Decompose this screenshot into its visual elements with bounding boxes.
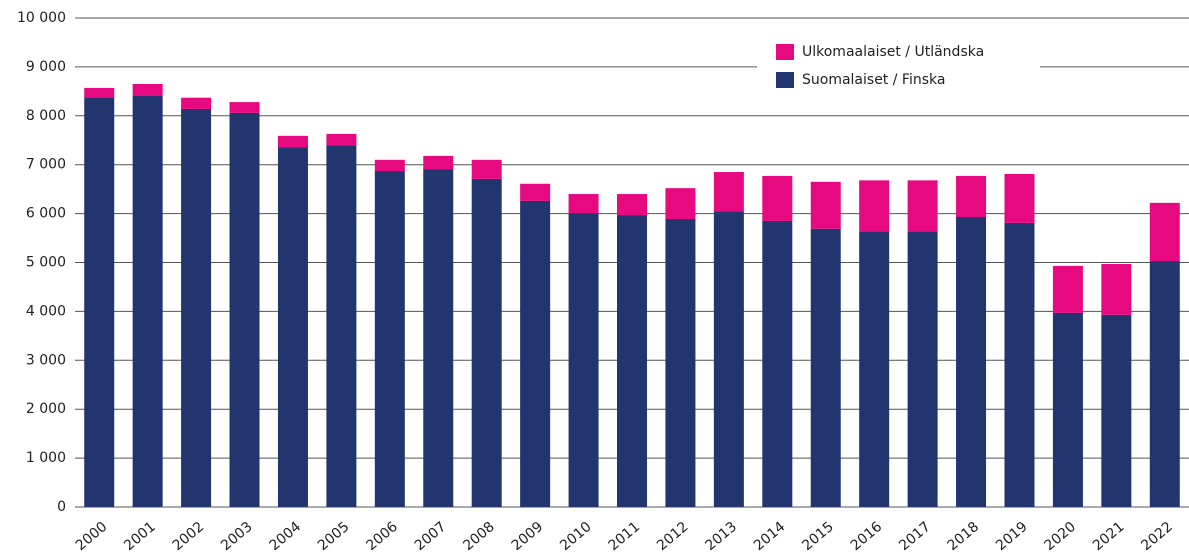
x-tick-label: 2018 <box>945 519 983 554</box>
bar-segment <box>859 180 890 232</box>
bar-segment <box>617 194 647 216</box>
x-tick-label: 2000 <box>73 519 111 554</box>
x-tick-label: 2010 <box>557 519 595 554</box>
bar-segment <box>423 169 454 507</box>
bar-segment <box>277 135 308 148</box>
bar-segment <box>713 211 744 507</box>
bar-segment <box>374 171 405 507</box>
x-tick-label: 2020 <box>1041 519 1079 554</box>
bar-segment <box>423 155 454 170</box>
y-tick-label: 3 000 <box>26 352 66 368</box>
bar-segment <box>568 194 599 214</box>
bar-segment <box>471 178 502 508</box>
y-tick-label: 1 000 <box>26 450 66 466</box>
bar-segment <box>132 95 163 508</box>
bar-segment <box>810 228 841 507</box>
bar-segment <box>907 231 938 508</box>
bar-segment <box>1101 263 1132 315</box>
bar-segment <box>520 183 551 201</box>
y-tick-label: 0 <box>57 499 66 515</box>
bar-segment <box>810 181 841 229</box>
x-tick-label: 2022 <box>1138 519 1176 554</box>
bar-segment <box>326 145 357 507</box>
bar-segment <box>374 159 405 172</box>
bar-segment <box>1149 202 1180 262</box>
y-tick-label: 2 000 <box>26 401 66 417</box>
x-tick-label: 2005 <box>315 519 353 554</box>
legend-background <box>757 38 1040 100</box>
x-tick-label: 2001 <box>121 519 159 554</box>
x-tick-label: 2014 <box>751 519 789 554</box>
legend-swatch <box>776 44 794 60</box>
bar-segment <box>859 231 890 508</box>
x-tick-label: 2007 <box>412 519 450 554</box>
bar-segment <box>132 84 163 96</box>
x-tick-label: 2003 <box>218 519 256 554</box>
legend-label: Suomalaiset / Finska <box>802 72 945 88</box>
bar-segment <box>84 87 115 98</box>
bar-segment <box>229 102 260 113</box>
y-tick-label: 7 000 <box>26 157 66 173</box>
bar-segment <box>568 213 599 507</box>
bar-segment <box>229 112 260 507</box>
x-tick-label: 2009 <box>509 519 547 554</box>
x-tick-label: 2017 <box>896 519 934 554</box>
y-tick-label: 8 000 <box>26 108 66 124</box>
bar-segment <box>1004 173 1035 223</box>
x-tick-label: 2006 <box>363 519 401 554</box>
bar-segment <box>713 172 744 212</box>
x-tick-label: 2015 <box>799 519 837 554</box>
bar-segment <box>84 97 115 507</box>
bar-segment <box>1101 314 1132 507</box>
x-tick-label: 2008 <box>460 519 498 554</box>
x-tick-label: 2012 <box>654 519 692 554</box>
x-tick-label: 2019 <box>993 519 1031 554</box>
bar-segment <box>471 159 502 179</box>
legend-swatch <box>776 72 794 88</box>
y-tick-label: 5 000 <box>26 255 66 271</box>
y-tick-label: 9 000 <box>26 59 66 75</box>
x-tick-label: 2013 <box>702 519 740 554</box>
bar-segment <box>277 147 308 507</box>
bar-segment <box>1052 312 1083 507</box>
x-tick-label: 2004 <box>267 519 305 554</box>
bar-segment <box>617 215 647 507</box>
x-tick-label: 2016 <box>848 519 886 554</box>
bar-segment <box>956 175 987 218</box>
bar-segment <box>665 218 696 507</box>
bar-segment <box>520 200 551 508</box>
bar-segment <box>181 108 212 507</box>
bar-segment <box>1052 265 1083 313</box>
legend-label: Ulkomaalaiset / Utländska <box>802 44 984 60</box>
y-tick-label: 6 000 <box>26 206 66 222</box>
bar-segment <box>956 217 987 507</box>
bar-segment <box>1004 222 1035 508</box>
bar-segment <box>326 133 357 146</box>
bar-segment <box>762 175 793 221</box>
bar-segment <box>762 220 793 507</box>
x-tick-label: 2002 <box>170 519 208 554</box>
bar-segment <box>181 97 212 109</box>
x-tick-label: 2021 <box>1090 519 1128 554</box>
y-tick-label: 4 000 <box>26 303 66 319</box>
bar-segment <box>907 180 938 232</box>
x-tick-label: 2011 <box>606 519 644 554</box>
y-tick-label: 10 000 <box>17 10 66 26</box>
bar-segment <box>665 188 696 219</box>
bar-segment <box>1149 261 1180 507</box>
